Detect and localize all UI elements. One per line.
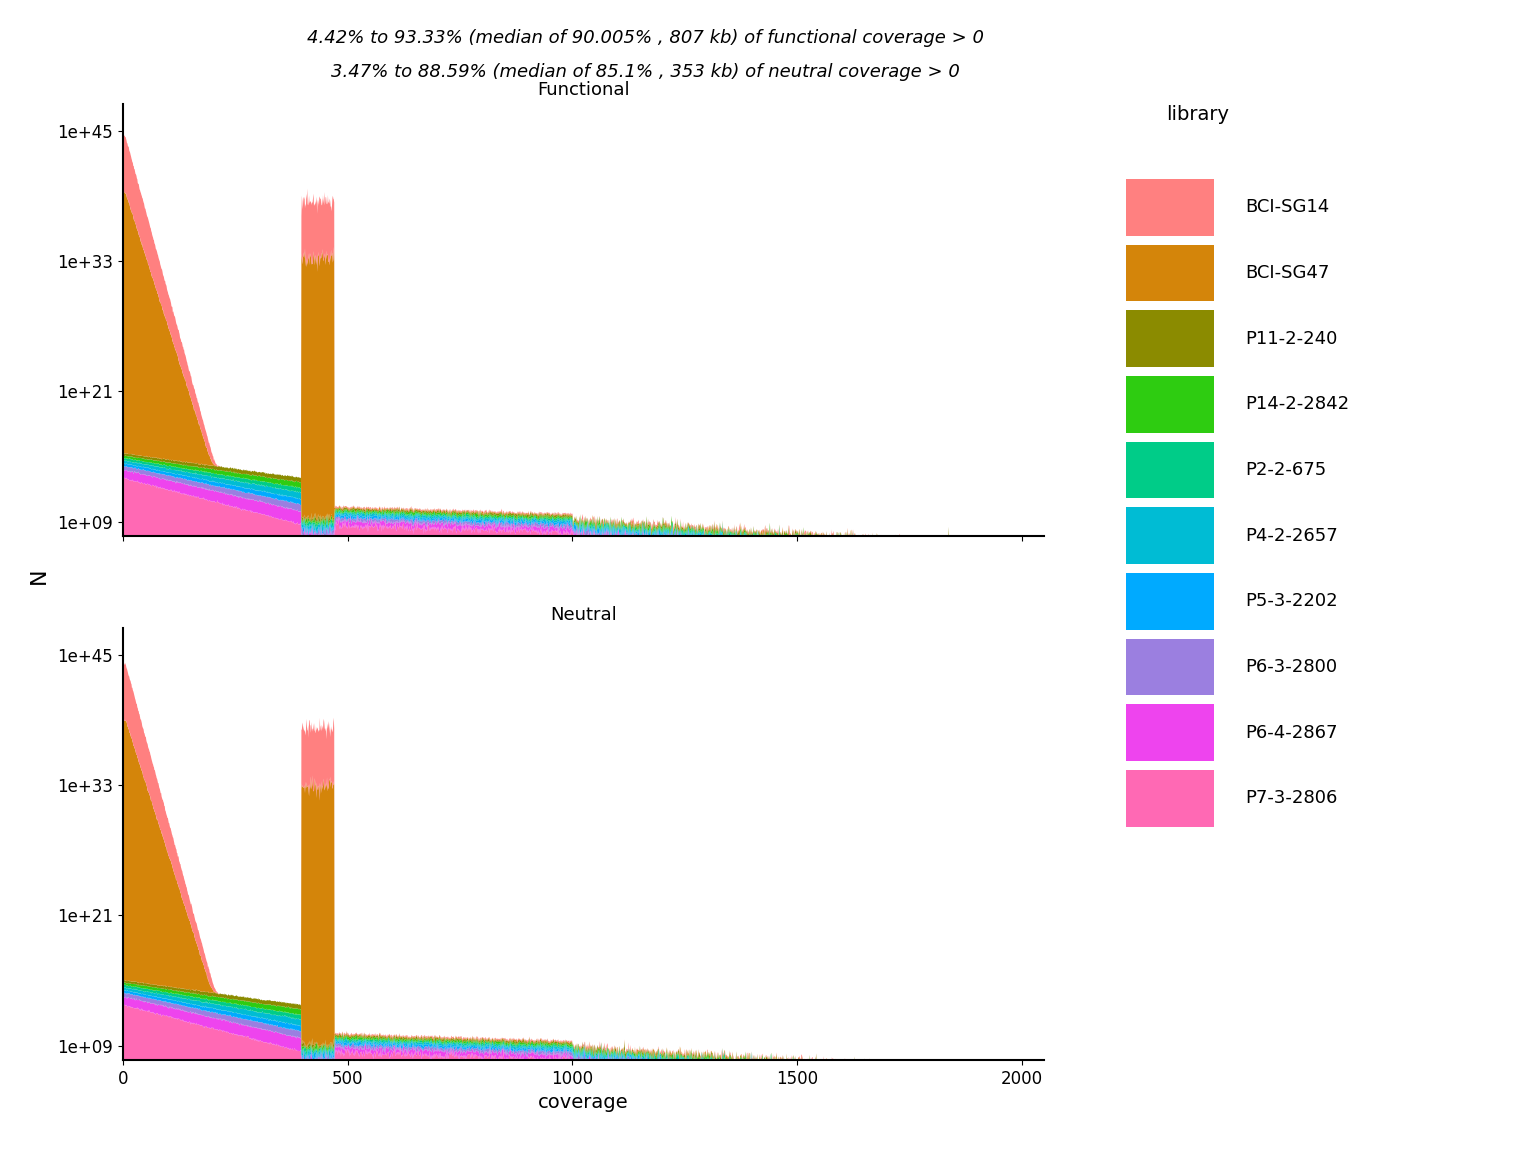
X-axis label: coverage: coverage xyxy=(538,1093,630,1112)
Text: P6-4-2867: P6-4-2867 xyxy=(1246,723,1338,742)
Bar xyxy=(1126,441,1213,499)
Text: P11-2-240: P11-2-240 xyxy=(1246,329,1338,348)
Text: library: library xyxy=(1166,106,1229,124)
Text: P7-3-2806: P7-3-2806 xyxy=(1246,789,1338,808)
Text: BCI-SG47: BCI-SG47 xyxy=(1246,264,1330,282)
Title: Neutral: Neutral xyxy=(550,606,617,623)
Text: BCI-SG14: BCI-SG14 xyxy=(1246,198,1330,217)
Bar xyxy=(1126,310,1213,367)
Bar xyxy=(1126,770,1213,827)
Text: 3.47% to 88.59% (median of 85.1% , 353 kb) of neutral coverage > 0: 3.47% to 88.59% (median of 85.1% , 353 k… xyxy=(330,63,960,82)
Text: P14-2-2842: P14-2-2842 xyxy=(1246,395,1350,414)
Text: P4-2-2657: P4-2-2657 xyxy=(1246,526,1338,545)
Bar xyxy=(1126,376,1213,433)
Text: P5-3-2202: P5-3-2202 xyxy=(1246,592,1338,611)
Bar xyxy=(1126,638,1213,696)
Bar xyxy=(1126,179,1213,236)
Bar xyxy=(1126,507,1213,564)
Text: P6-3-2800: P6-3-2800 xyxy=(1246,658,1338,676)
Bar xyxy=(1126,704,1213,761)
Text: N: N xyxy=(28,568,49,584)
Bar xyxy=(1126,573,1213,630)
Text: P2-2-675: P2-2-675 xyxy=(1246,461,1327,479)
Bar xyxy=(1126,244,1213,302)
Text: 4.42% to 93.33% (median of 90.005% , 807 kb) of functional coverage > 0: 4.42% to 93.33% (median of 90.005% , 807… xyxy=(307,29,983,47)
Title: Functional: Functional xyxy=(538,82,630,99)
